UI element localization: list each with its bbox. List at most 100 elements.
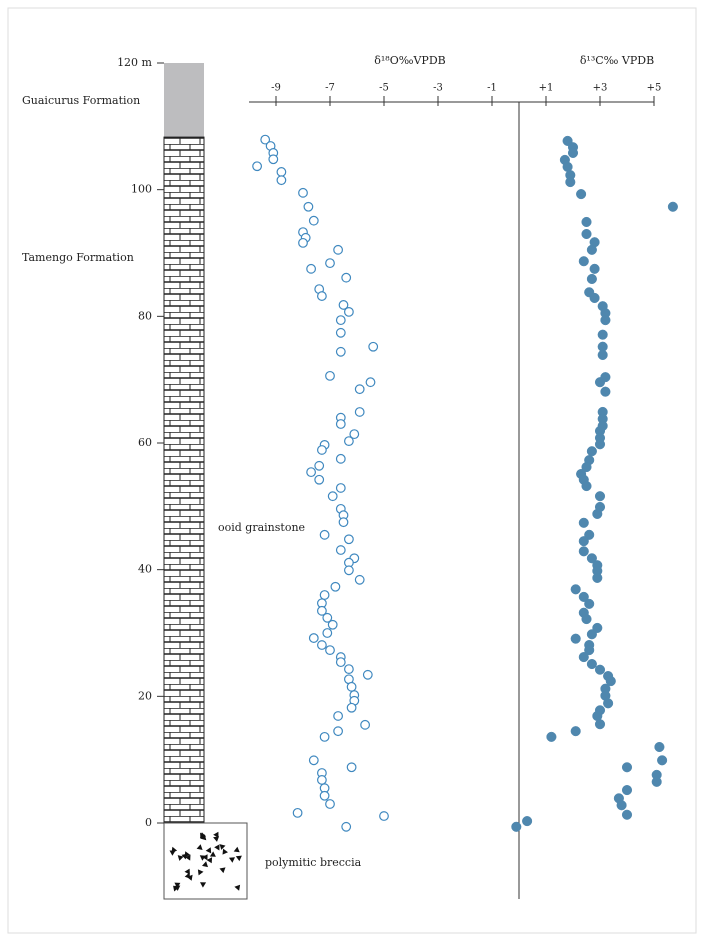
lithology-label: ooid grainstone: [218, 521, 305, 534]
data-point: [578, 546, 589, 557]
data-point: [338, 517, 349, 528]
data-point: [581, 481, 592, 492]
breccia-clast: [174, 882, 181, 888]
breccia-clast: [213, 836, 220, 842]
breccia-clast: [196, 844, 203, 850]
data-point: [584, 598, 595, 609]
data-point: [319, 590, 330, 600]
data-point: [570, 633, 581, 644]
data-point: [586, 658, 597, 670]
breccia-clast: [205, 847, 212, 854]
breccia-clast: [197, 869, 204, 876]
data-point: [335, 346, 346, 357]
data-point: [578, 652, 589, 663]
data-point: [570, 726, 581, 737]
data-point: [341, 272, 352, 283]
breccia-clast: [209, 851, 216, 857]
data-point: [362, 669, 373, 680]
data-point: [360, 719, 371, 730]
data-point: [319, 731, 330, 742]
x-tick-label: +3: [593, 83, 608, 94]
data-point: [306, 467, 317, 478]
data-point: [594, 664, 606, 675]
data-point: [586, 273, 597, 285]
data-point: [276, 167, 287, 177]
y-tick-label: 20: [138, 689, 152, 702]
limestone-unit: [163, 136, 205, 824]
data-point: [567, 147, 579, 158]
data-point: [654, 741, 665, 753]
data-point: [522, 816, 533, 827]
data-point: [368, 341, 379, 352]
data-point: [581, 216, 592, 228]
data-point: [335, 483, 346, 493]
data-point: [346, 762, 357, 773]
data-point: [354, 574, 365, 585]
data-point: [327, 491, 338, 502]
data-point: [594, 719, 606, 730]
breccia-clast: [199, 855, 206, 861]
data-point: [260, 134, 271, 145]
data-point: [317, 605, 327, 616]
data-point: [586, 446, 597, 457]
breccia-clast: [229, 857, 235, 863]
breccia-clast: [184, 868, 190, 875]
breccia-clast: [233, 846, 240, 853]
data-point: [322, 628, 333, 638]
data-point: [303, 201, 314, 212]
lithology-label: polymitic breccia: [265, 856, 362, 869]
data-point: [581, 614, 592, 625]
formation-label: Tamengo Formation: [22, 251, 134, 264]
data-point: [317, 291, 327, 301]
data-point: [346, 702, 357, 713]
breccia-clast: [206, 857, 213, 864]
y-tick-label: 80: [138, 309, 152, 322]
breccia-clast: [234, 884, 241, 891]
data-point: [584, 645, 595, 656]
data-point: [578, 256, 589, 267]
data-point: [252, 161, 263, 172]
data-point: [621, 809, 633, 820]
frame: [7, 7, 697, 934]
data-point: [597, 329, 608, 340]
breccia-clast: [213, 831, 219, 838]
data-point: [586, 244, 597, 255]
breccia-clast: [200, 882, 207, 888]
data-point: [578, 591, 589, 602]
breccia-clast: [222, 848, 228, 855]
data-point: [600, 315, 611, 326]
data-point: [651, 776, 662, 787]
data-point: [314, 474, 325, 485]
data-point: [317, 640, 327, 650]
data-point: [325, 799, 335, 809]
data-point: [589, 263, 600, 274]
x-tick-label: +1: [539, 83, 554, 94]
data-point: [333, 711, 344, 721]
breccia-clast: [219, 867, 226, 874]
data-point: [354, 384, 365, 395]
data-point: [379, 811, 389, 821]
data-point: [581, 228, 592, 240]
data-point: [335, 315, 346, 326]
data-point: [589, 292, 600, 304]
data-point: [597, 349, 608, 361]
data-point: [319, 790, 330, 801]
data-point: [594, 491, 606, 502]
data-point: [317, 445, 327, 455]
data-point: [344, 664, 354, 674]
data-point: [657, 755, 668, 766]
breccia-clast: [173, 885, 179, 892]
breccia-clast: [185, 854, 191, 861]
x-tick-label: -1: [487, 83, 497, 94]
breccia-clast: [177, 855, 184, 861]
data-point: [333, 244, 344, 255]
data-point: [308, 215, 319, 226]
data-point: [344, 436, 354, 447]
y-tick-label: 0: [145, 816, 152, 829]
x-tick-label: -7: [325, 83, 335, 94]
data-point: [338, 300, 349, 310]
breccia-clast: [202, 854, 208, 861]
data-point: [365, 377, 376, 388]
data-point: [592, 508, 603, 519]
